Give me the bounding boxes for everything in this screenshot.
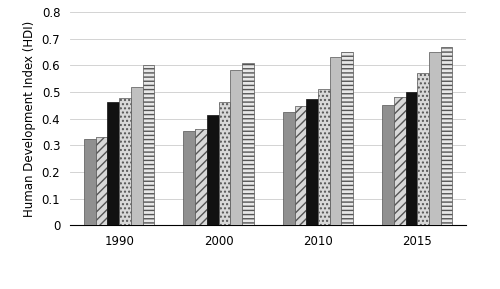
Bar <box>230 70 242 225</box>
Bar <box>119 98 131 225</box>
Bar <box>429 52 440 225</box>
Bar <box>440 47 452 225</box>
Bar <box>406 92 417 225</box>
Bar <box>108 102 119 225</box>
Y-axis label: Human Development Index (HDI): Human Development Index (HDI) <box>23 21 36 217</box>
Bar <box>306 99 318 225</box>
Bar <box>330 57 342 225</box>
Bar <box>418 73 429 225</box>
Bar <box>131 87 142 225</box>
Bar <box>394 97 406 225</box>
Bar <box>84 140 96 225</box>
Bar <box>195 129 207 225</box>
Bar <box>96 137 108 225</box>
Bar <box>184 131 195 225</box>
Bar <box>342 52 353 225</box>
Bar <box>382 105 394 225</box>
Bar <box>294 105 306 225</box>
Bar <box>218 102 230 225</box>
Bar <box>318 89 330 225</box>
Bar <box>142 65 154 225</box>
Bar <box>207 115 218 225</box>
Bar <box>242 63 254 225</box>
Bar <box>283 112 294 225</box>
